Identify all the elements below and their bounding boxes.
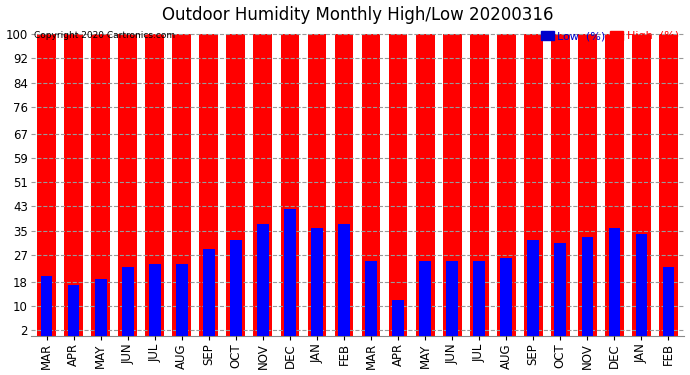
Bar <box>41 276 52 336</box>
Bar <box>257 225 268 336</box>
Bar <box>578 34 597 336</box>
Bar <box>311 228 323 336</box>
Bar <box>632 34 651 336</box>
Bar <box>199 34 218 336</box>
Bar <box>420 261 431 336</box>
Bar <box>37 34 57 336</box>
Bar <box>473 261 485 336</box>
Bar <box>253 34 273 336</box>
Bar <box>393 300 404 336</box>
Bar <box>64 34 83 336</box>
Bar <box>172 34 191 336</box>
Bar <box>527 240 539 336</box>
Bar <box>362 34 380 336</box>
Text: Copyright 2020 Cartronics.com: Copyright 2020 Cartronics.com <box>34 32 175 40</box>
Bar <box>609 228 620 336</box>
Bar <box>582 237 593 336</box>
Bar <box>551 34 570 336</box>
Bar <box>226 34 246 336</box>
Bar <box>335 34 353 336</box>
Bar <box>662 267 674 336</box>
Bar <box>497 34 515 336</box>
Bar <box>446 261 457 336</box>
Bar <box>95 279 106 336</box>
Bar <box>149 264 161 336</box>
Bar <box>524 34 542 336</box>
Bar <box>230 240 241 336</box>
Bar <box>555 243 566 336</box>
Bar <box>176 264 188 336</box>
Title: Outdoor Humidity Monthly High/Low 20200316: Outdoor Humidity Monthly High/Low 202003… <box>161 6 553 24</box>
Bar <box>338 225 350 336</box>
Bar <box>470 34 489 336</box>
Bar <box>308 34 326 336</box>
Bar <box>442 34 462 336</box>
Bar <box>119 34 137 336</box>
Bar <box>388 34 408 336</box>
Bar <box>635 234 647 336</box>
Bar <box>365 261 377 336</box>
Bar <box>146 34 164 336</box>
Bar <box>122 267 134 336</box>
Bar <box>604 34 624 336</box>
Bar <box>415 34 435 336</box>
Legend: Low  (%), High  (%): Low (%), High (%) <box>541 31 679 41</box>
Bar <box>659 34 678 336</box>
Bar <box>500 258 512 336</box>
Bar <box>68 285 79 336</box>
Bar <box>91 34 110 336</box>
Bar <box>284 209 295 336</box>
Bar <box>281 34 299 336</box>
Bar <box>204 249 215 336</box>
